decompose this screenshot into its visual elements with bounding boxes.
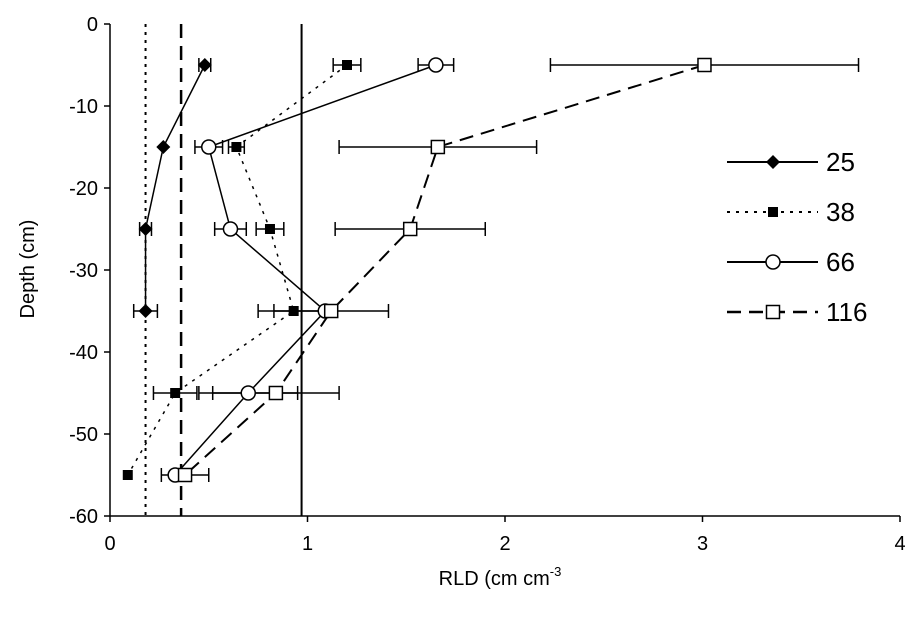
reference-lines (144, 24, 303, 516)
data-point-38-2 (264, 224, 275, 234)
legend-marker-66 (765, 254, 781, 270)
y-tick-label--50: -50 (69, 424, 98, 446)
y-tick-label--60: -60 (69, 506, 98, 528)
y-tick-label--20: -20 (69, 178, 98, 200)
legend-label-25: 25 (826, 147, 855, 177)
data-point-38-3 (288, 306, 299, 316)
y-tick-label--10: -10 (69, 96, 98, 118)
data-point-116-1 (430, 139, 446, 155)
data-point-38-4 (170, 388, 181, 398)
data-point-116-4 (268, 385, 284, 401)
data-point-25-1 (156, 140, 171, 154)
legend-marker-116 (765, 304, 781, 320)
series-line-25 (144, 64, 206, 311)
y-tick-label--40: -40 (69, 342, 98, 364)
legend: 25 38 66 116 (727, 147, 867, 327)
data-point-116-5 (177, 467, 193, 483)
data-point-66-0 (428, 57, 444, 73)
error-bars (132, 58, 860, 482)
x-tick-label-0: 0 (104, 533, 115, 555)
data-point-25-3 (138, 304, 153, 318)
x-tick-label-1: 1 (302, 533, 313, 555)
data-point-25-2 (138, 222, 153, 236)
x-tick-label-4: 4 (894, 533, 905, 555)
data-point-116-0 (697, 57, 712, 73)
series-line-66 (174, 64, 437, 476)
data-point-38-0 (342, 60, 352, 70)
legend-label-38: 38 (826, 197, 855, 227)
legend-item-66: 66 (727, 247, 855, 277)
series-line-38 (127, 64, 348, 476)
data-point-66-4 (240, 385, 256, 401)
data-point-38-1 (231, 142, 242, 152)
legend-item-25: 25 (727, 147, 855, 177)
series-line-116 (184, 64, 705, 476)
legend-marker-38 (768, 207, 778, 217)
data-point-25-0 (197, 58, 212, 72)
legend-item-38: 38 (727, 197, 855, 227)
y-tick-label--30: -30 (69, 260, 98, 282)
legend-label-116: 116 (826, 297, 867, 327)
x-tick-label-2: 2 (499, 533, 510, 555)
data-point-116-3 (323, 303, 339, 319)
data-point-66-1 (201, 139, 217, 155)
x-axis-title: RLD (cm cm-3 (439, 564, 562, 590)
x-axis-title-text: RLD (cm cm (439, 568, 550, 590)
y-tick-label-0: 0 (87, 14, 98, 36)
legend-label-66: 66 (826, 247, 855, 277)
series-lines (127, 64, 705, 476)
tick-labels: 0 1 2 3 4 0 -10 -20 -30 -40 -50 -60 (69, 14, 905, 555)
axes (104, 23, 901, 522)
data-point-38-5 (122, 470, 133, 480)
data-point-116-2 (402, 221, 418, 237)
y-axis-title: Depth (cm) (17, 220, 39, 319)
legend-item-116: 116 (727, 297, 867, 327)
x-axis-title-superscript: -3 (550, 564, 562, 579)
data-point-66-2 (222, 221, 239, 237)
x-tick-label-3: 3 (697, 533, 708, 555)
legend-marker-25 (766, 155, 780, 169)
data-markers (122, 57, 712, 483)
